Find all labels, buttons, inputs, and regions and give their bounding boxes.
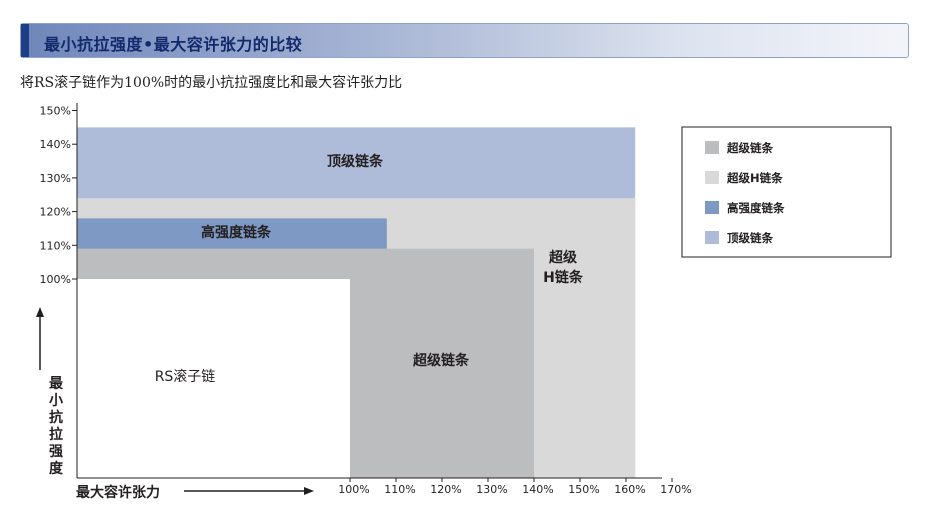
header-title: 最小抗拉强度•最大容许张力的比较 — [44, 35, 303, 54]
y-tick-label: 140% — [40, 138, 71, 151]
y-axis-title-char: 最 — [49, 375, 64, 392]
legend-label: 高强度链条 — [727, 201, 785, 215]
x-tick-label: 100% — [338, 483, 369, 496]
x-tick-label: 160% — [614, 483, 645, 496]
region-label-超级链条: 超级链条 — [412, 352, 470, 369]
x-axis-title: 最大容许张力 — [76, 484, 160, 501]
legend-label: 超级H链条 — [726, 171, 783, 185]
y-tick-label: 100% — [40, 273, 71, 286]
y-axis-title: 最小抗拉强度 — [49, 375, 64, 477]
y-axis-title-char: 强 — [49, 444, 63, 460]
region-label-line: 顶级链条 — [327, 153, 384, 170]
x-tick-label: 140% — [522, 483, 553, 496]
x-tick-label: 130% — [476, 483, 507, 496]
region-label-RS滚子链: RS滚子链 — [155, 368, 216, 385]
section-header: 最小抗拉强度•最大容许张力的比较 — [20, 23, 909, 58]
y-axis-title-char: 度 — [49, 460, 64, 477]
y-axis-arrowhead — [36, 307, 44, 317]
y-tick-label: 130% — [40, 172, 71, 185]
x-tick-label: 150% — [568, 483, 599, 496]
y-axis-title-char: 抗 — [49, 409, 63, 426]
region-label-line: RS滚子链 — [155, 368, 216, 385]
region-label-line: 超级链条 — [412, 352, 470, 369]
region-label-line: 超级 — [548, 249, 578, 266]
region-label-超级H链条: 超级 H链条 — [543, 249, 584, 286]
y-axis-title-char: 小 — [49, 393, 63, 409]
x-tick-label: 120% — [430, 483, 461, 496]
x-tick-label: 170% — [660, 483, 691, 496]
region-label-顶级链条: 顶级链条 — [327, 153, 384, 170]
legend-label: 顶级链条 — [727, 231, 773, 245]
legend-label: 超级链条 — [726, 141, 773, 155]
region-label-line: H链条 — [543, 269, 584, 286]
y-tick-label: 110% — [40, 239, 71, 252]
y-tick-label: 150% — [40, 105, 71, 118]
region-label-高强度链条: 高强度链条 — [201, 224, 272, 241]
x-tick-label: 110% — [384, 483, 415, 496]
legend-swatch — [705, 201, 719, 214]
legend-swatch — [705, 231, 719, 244]
legend-swatch — [705, 141, 719, 154]
y-tick-label: 120% — [40, 206, 71, 219]
region-label-line: 高强度链条 — [201, 224, 272, 241]
chart-subtitle: 将RS滚子链作为100%时的最小抗拉强度比和最大容许张力比 — [20, 75, 403, 91]
region-RS滚子链 — [77, 279, 350, 478]
y-axis-title-char: 拉 — [49, 426, 63, 443]
legend-swatch — [705, 171, 719, 184]
header-accent-bar — [21, 24, 29, 57]
x-axis-arrowhead — [304, 487, 314, 495]
